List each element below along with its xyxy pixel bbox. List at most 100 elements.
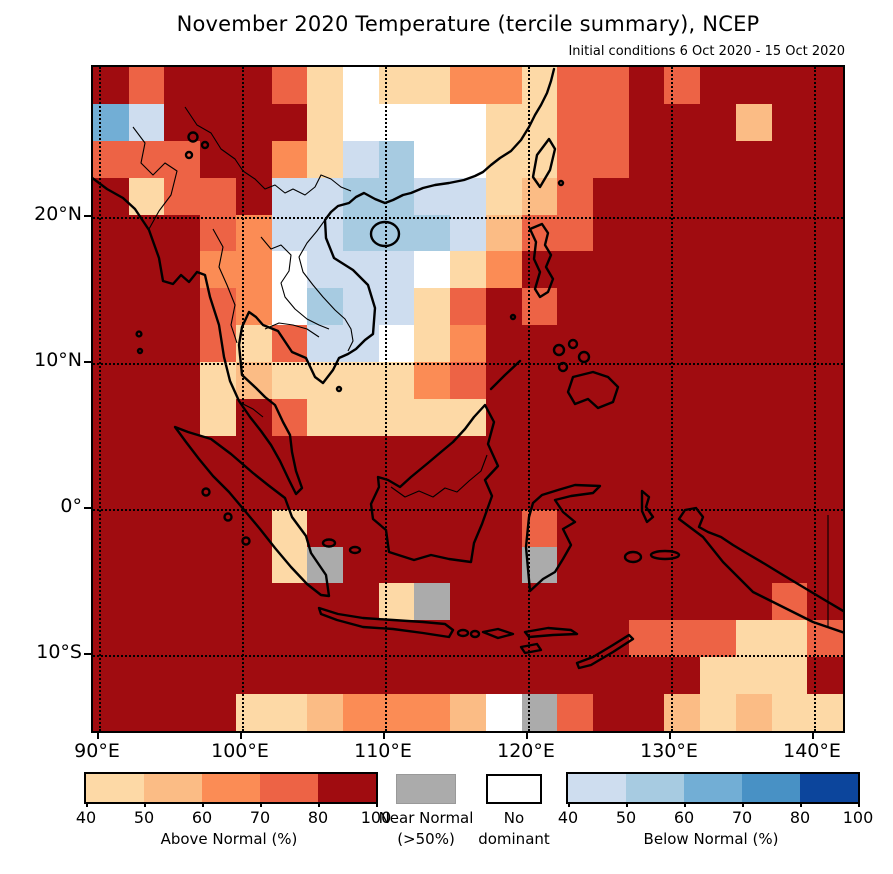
map-cell: [807, 177, 843, 215]
map-cell: [93, 509, 129, 547]
map-cell: [343, 214, 379, 252]
colorbar-segment: [144, 774, 202, 802]
map-cell: [414, 325, 451, 363]
map-cell: [485, 67, 522, 104]
map-cell: [378, 325, 415, 363]
map-cell: [343, 435, 379, 473]
map-cell: [414, 251, 451, 289]
y-tick: [84, 215, 91, 218]
map-cell: [414, 399, 451, 436]
map-cell: [735, 325, 772, 363]
map-cell: [164, 288, 201, 326]
map-cell: [807, 657, 843, 695]
map-cell: [307, 472, 343, 510]
map-cell: [414, 583, 451, 621]
map-cell: [164, 67, 201, 104]
map-cell: [128, 288, 165, 326]
map-cell: [93, 472, 129, 510]
map-cell: [664, 288, 701, 326]
map-cell: [593, 214, 629, 252]
no-dominant-swatch: [486, 774, 542, 804]
map-cell: [235, 140, 272, 178]
colorbar-tick-label: 70: [249, 808, 271, 827]
map-cell: [378, 657, 415, 695]
map-cell: [414, 140, 451, 178]
colorbar-segment: [86, 774, 144, 802]
y-tick: [84, 361, 91, 364]
map-cell: [450, 546, 486, 584]
map-cell: [271, 657, 308, 695]
map-cell: [93, 620, 129, 658]
map-cell: [200, 509, 236, 547]
map-cell: [414, 694, 451, 731]
x-tick: [97, 733, 99, 739]
below-normal-caption: Below Normal (%): [643, 830, 779, 848]
map-cell: [628, 399, 665, 436]
map-cell: [628, 214, 665, 252]
map-cell: [128, 67, 165, 104]
map-cell: [521, 583, 558, 621]
map-cell: [628, 140, 665, 178]
map-cell: [521, 399, 558, 436]
map-cell: [771, 657, 808, 695]
x-tick: [383, 733, 385, 739]
map-cell: [664, 694, 701, 731]
map-cell: [557, 67, 593, 104]
colorbar-tick-label: 40: [75, 808, 97, 827]
map-cell: [485, 546, 522, 584]
map-cell: [307, 325, 343, 363]
map-plot-area: [91, 65, 845, 733]
map-cell: [771, 140, 808, 178]
map-cell: [93, 140, 129, 178]
y-tick-label: 10°S: [36, 641, 82, 664]
map-cell: [593, 325, 629, 363]
map-cell: [378, 251, 415, 289]
map-cell: [521, 214, 558, 252]
x-tick-label: 140°E: [783, 740, 841, 762]
map-cell: [235, 472, 272, 510]
map-cell: [200, 177, 236, 215]
map-cell: [557, 140, 593, 178]
map-cell: [628, 325, 665, 363]
map-cell: [664, 435, 701, 473]
x-tick: [812, 733, 814, 739]
map-cell: [343, 177, 379, 215]
colorbar-tick-label: 80: [789, 808, 811, 827]
map-cell: [93, 103, 129, 141]
map-cell: [735, 67, 772, 104]
map-cell: [771, 546, 808, 584]
map-cell: [450, 362, 486, 399]
map-cell: [735, 288, 772, 326]
map-cell: [271, 620, 308, 658]
map-cell: [628, 583, 665, 621]
map-cell: [521, 140, 558, 178]
map-cell: [557, 362, 593, 399]
map-cell: [307, 251, 343, 289]
colorbar-tick: [684, 802, 686, 807]
map-cell: [128, 325, 165, 363]
map-cell: [271, 694, 308, 731]
map-cell: [771, 620, 808, 658]
map-cell: [128, 583, 165, 621]
map-cell: [485, 325, 522, 363]
near-normal-swatch: [396, 774, 456, 804]
colorbar-segment: [800, 774, 858, 802]
map-cell: [593, 177, 629, 215]
x-tick-label: 120°E: [497, 740, 555, 762]
map-cell: [593, 140, 629, 178]
x-tick: [669, 733, 671, 739]
map-cell: [271, 67, 308, 104]
gridline-lon: [671, 67, 673, 731]
colorbar-tick-label: 60: [191, 808, 213, 827]
map-cell: [343, 657, 379, 695]
map-cell: [593, 472, 629, 510]
colorbar-tick: [144, 802, 146, 807]
map-cell: [700, 103, 736, 141]
map-cell: [700, 435, 736, 473]
map-cell: [343, 472, 379, 510]
map-cell: [593, 694, 629, 731]
map-cell: [521, 103, 558, 141]
map-cell: [414, 362, 451, 399]
colorbar-tick-label: 100: [360, 808, 392, 827]
map-cell: [343, 546, 379, 584]
